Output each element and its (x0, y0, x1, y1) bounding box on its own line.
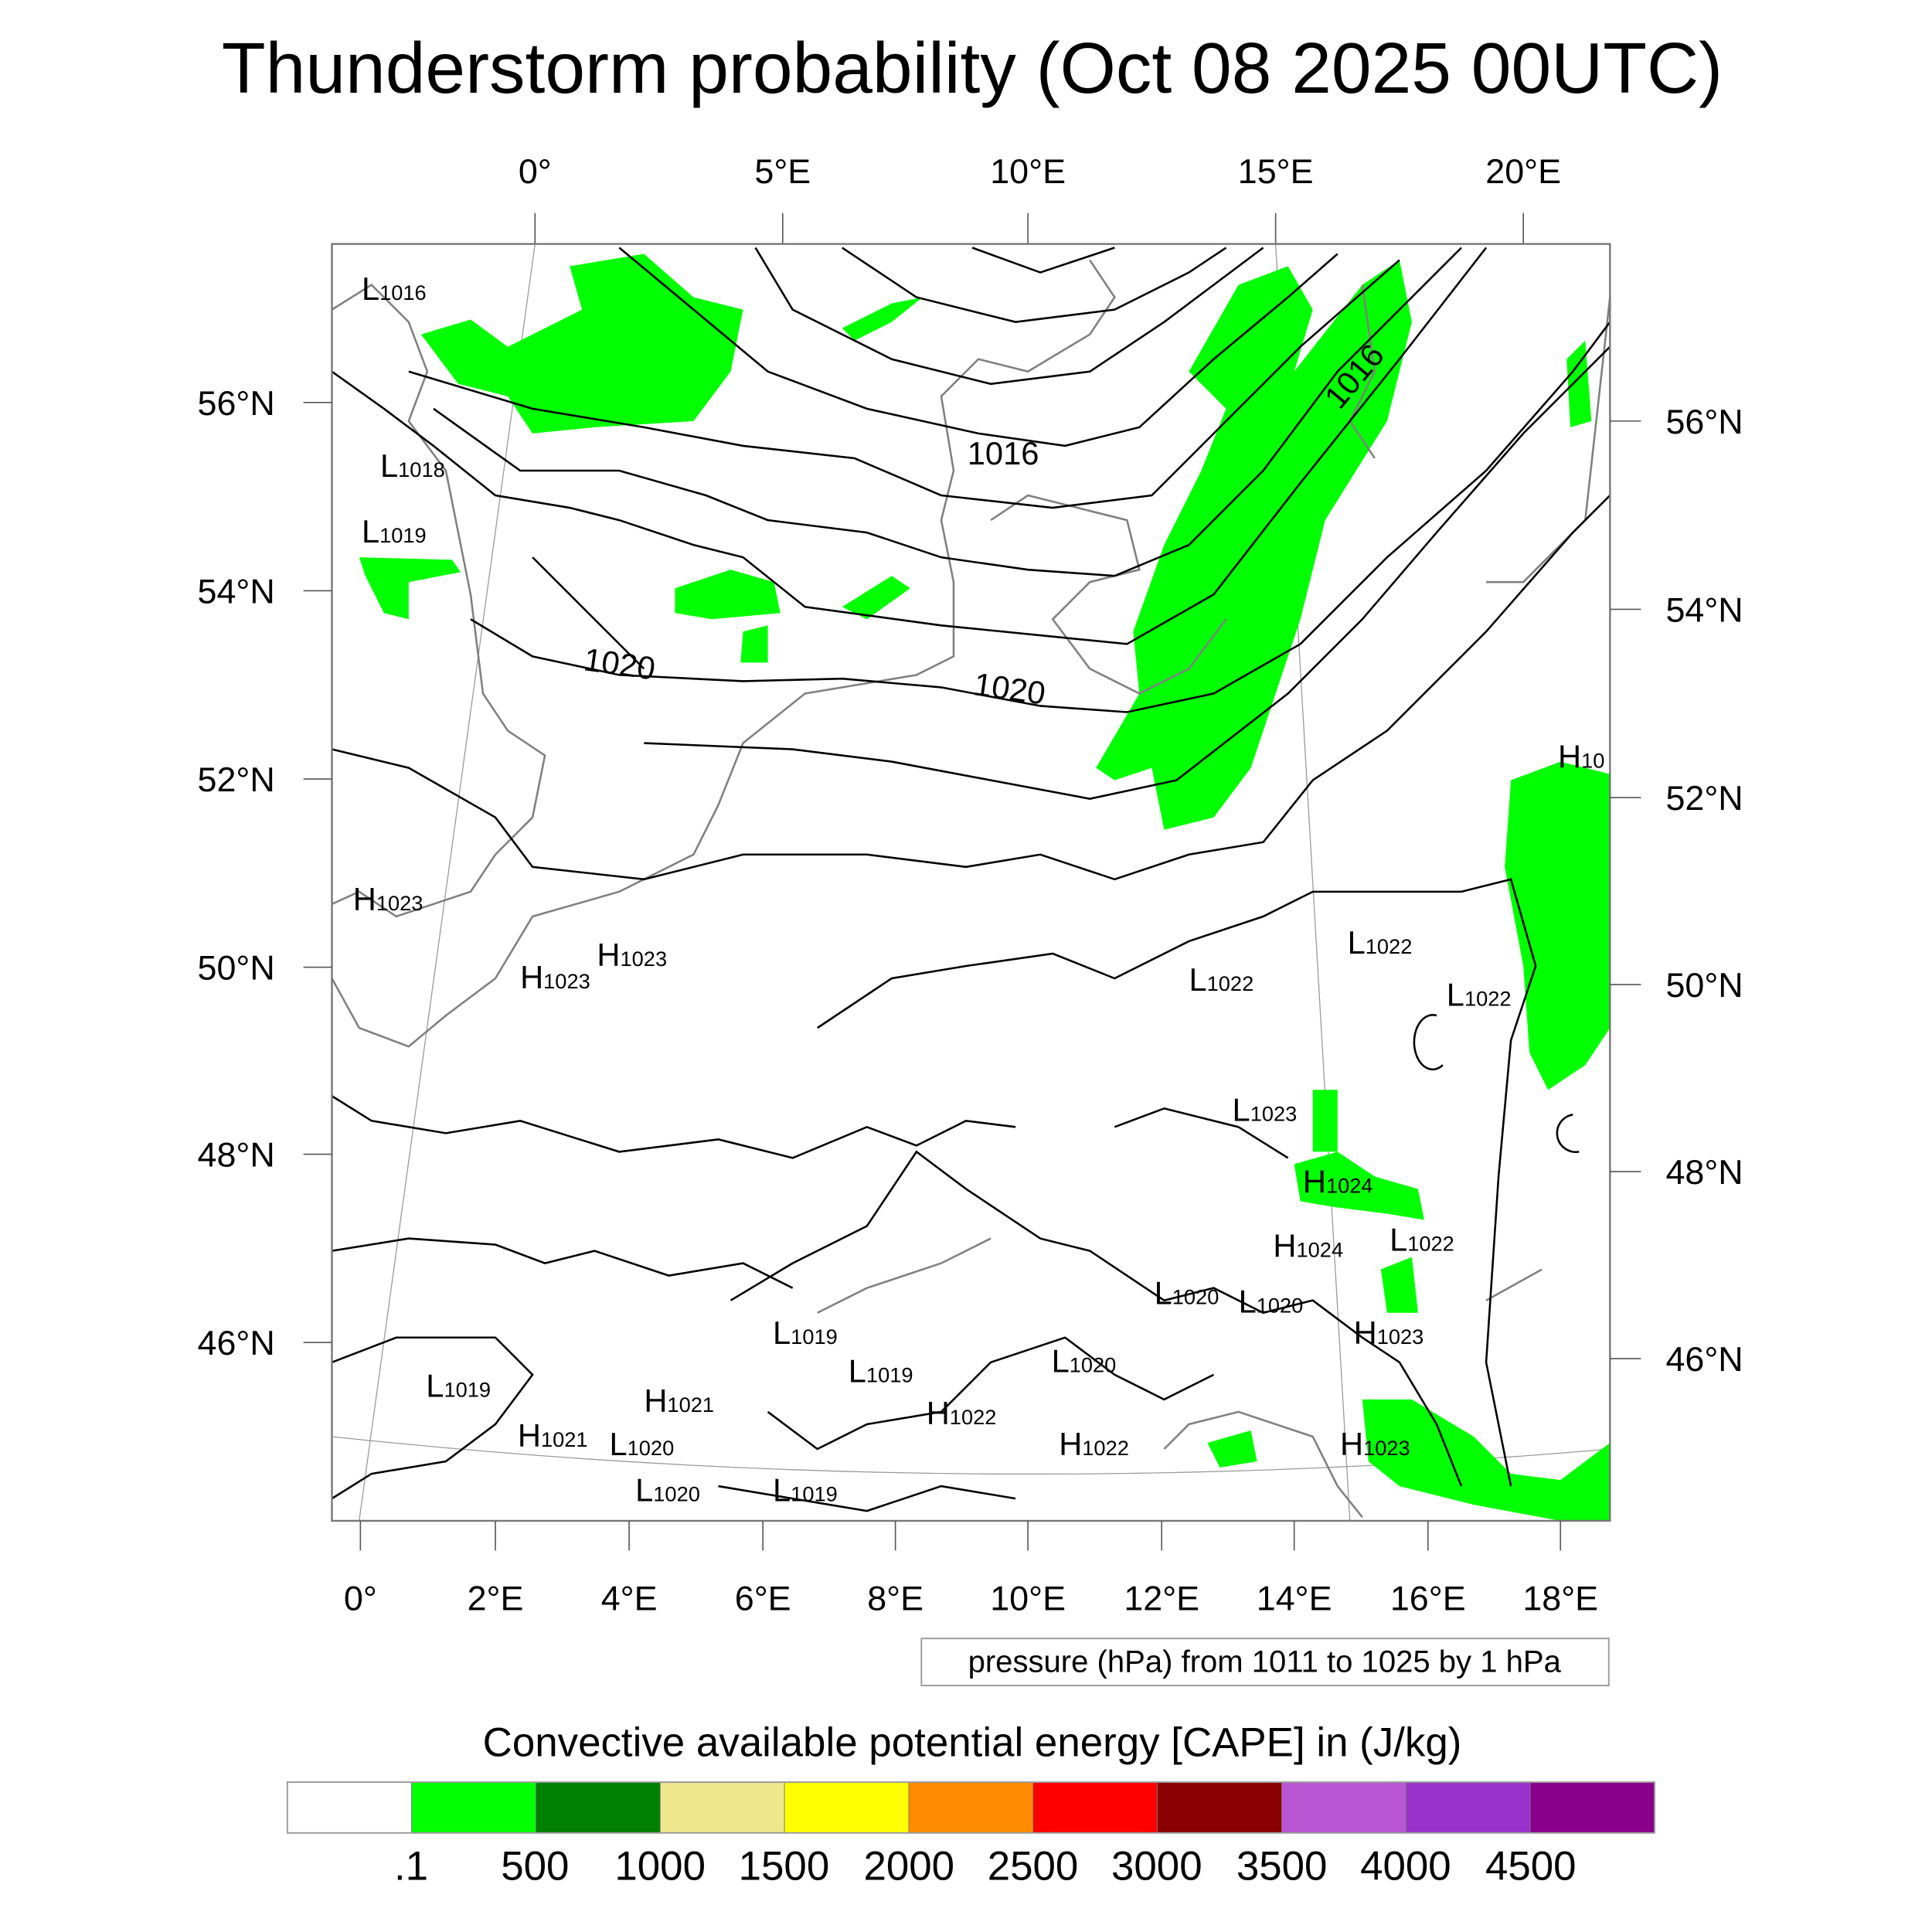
left-lat-tick: 52°N (198, 760, 275, 799)
colorbar-label: 4500 (1485, 1844, 1577, 1889)
map-panel: 1016 1016 1020 1020 L1016 L1018 L1019 H1… (331, 243, 1611, 1522)
colorbar-swatch (908, 1781, 1034, 1834)
bottom-lon-tick: 6°E (735, 1578, 791, 1617)
right-lat-tick: 50°N (1665, 965, 1743, 1005)
pressure-center-label: H1022 (1059, 1426, 1129, 1462)
colorbar-swatch (1032, 1781, 1158, 1834)
right-lat-tick: 52°N (1665, 778, 1743, 818)
chart-title: Thunderstorm probability (Oct 08 2025 00… (222, 28, 1723, 108)
top-longitude-axis: 0° 5°E 10°E 15°E 20°E (519, 151, 1561, 244)
bottom-lon-tick: 14°E (1257, 1578, 1332, 1617)
colorbar-label: 3500 (1236, 1844, 1328, 1889)
right-lat-tick: 54°N (1665, 590, 1743, 629)
bottom-lon-tick: 16°E (1390, 1578, 1466, 1617)
colorbar-swatch (1529, 1781, 1655, 1834)
bottom-lon-tick: 8°E (867, 1578, 923, 1617)
pressure-center-label: L1019 (362, 513, 427, 549)
right-lat-tick: 56°N (1665, 402, 1743, 441)
isobar-label: 1016 (968, 435, 1039, 471)
cape-shading (359, 253, 1611, 1521)
colorbar-swatch (1157, 1781, 1282, 1834)
pressure-center-label: L1020 (635, 1471, 700, 1508)
top-lon-tick: 20°E (1485, 151, 1561, 191)
contour-info-box: pressure (hPa) from 1011 to 1025 by 1 hP… (920, 1638, 1610, 1687)
pressure-center-label: H1023 (353, 881, 423, 917)
left-lat-tick: 50°N (198, 948, 275, 988)
colorbar-swatch (411, 1781, 536, 1834)
bottom-lon-tick: 4°E (601, 1578, 658, 1617)
pressure-center-label: L1019 (773, 1315, 838, 1351)
colorbar-swatch (784, 1781, 910, 1834)
top-lon-tick: 0° (519, 151, 552, 191)
contour-info-text: pressure (hPa) from 1011 to 1025 by 1 hP… (968, 1645, 1562, 1679)
top-lon-tick: 10°E (990, 151, 1066, 191)
pressure-center-label: L1020 (1052, 1343, 1117, 1379)
pressure-center-label: L1022 (1348, 924, 1413, 961)
colorbar-swatch (1281, 1781, 1406, 1834)
pressure-center-label: L1022 (1447, 976, 1512, 1012)
pressure-center-label: H1022 (927, 1395, 997, 1431)
colorbar-swatch (659, 1781, 785, 1834)
colorbar-title: Convective available potential energy [C… (483, 1719, 1462, 1765)
right-latitude-axis: 56°N 54°N 52°N 50°N 48°N 46°N (1610, 402, 1743, 1379)
pressure-center-label: L1016 (362, 270, 427, 307)
pressure-center-label: H1023 (520, 959, 590, 995)
right-lat-tick: 48°N (1665, 1152, 1743, 1192)
pressure-center-label: H1023 (1340, 1426, 1410, 1462)
pressure-center-label: H10 (1558, 739, 1604, 775)
colorbar-label: 1500 (739, 1844, 830, 1889)
pressure-center-label: L1019 (849, 1352, 913, 1389)
bottom-lon-tick: 0° (344, 1578, 377, 1617)
pressure-center-label: H1023 (597, 937, 667, 973)
pressure-center-label: L1022 (1389, 1222, 1454, 1258)
colorbar-label: 500 (501, 1844, 569, 1889)
colorbar-label: .1 (394, 1844, 428, 1889)
pressure-center-label: L1019 (426, 1368, 491, 1404)
pressure-center-label: L1020 (609, 1426, 674, 1462)
pressure-center-label: L1018 (380, 447, 445, 484)
bottom-lon-tick: 12°E (1124, 1578, 1199, 1617)
colorbar-swatch (536, 1781, 661, 1834)
isobar-label: 1020 (582, 641, 658, 686)
top-lon-tick: 15°E (1238, 151, 1314, 191)
bottom-lon-tick: 18°E (1522, 1578, 1598, 1617)
left-lat-tick: 54°N (198, 571, 275, 611)
left-latitude-axis: 56°N 54°N 52°N 50°N 48°N 46°N (198, 383, 332, 1362)
colorbar-swatches (287, 1781, 1655, 1834)
left-lat-tick: 48°N (198, 1135, 275, 1175)
pressure-center-label: L1020 (1155, 1275, 1219, 1311)
colorbar-swatch (1405, 1781, 1531, 1834)
bottom-lon-tick: 2°E (468, 1578, 524, 1617)
colorbar-label: 2000 (863, 1844, 954, 1889)
left-lat-tick: 56°N (198, 383, 275, 423)
bottom-lon-tick: 10°E (990, 1578, 1066, 1617)
pressure-center-label: H1021 (518, 1417, 588, 1454)
isobar-label: 1020 (971, 665, 1047, 711)
colorbar-swatch (287, 1781, 413, 1834)
top-lon-tick: 5°E (754, 151, 811, 191)
pressure-center-label: L1019 (773, 1471, 838, 1508)
pressure-center-label: L1020 (1239, 1284, 1304, 1320)
pressure-center-label: H1023 (1354, 1315, 1424, 1351)
colorbar-label: 3000 (1111, 1844, 1202, 1889)
isobar-contours (332, 247, 1611, 1512)
pressure-center-label: H1024 (1303, 1163, 1373, 1199)
colorbar-label: 4000 (1360, 1844, 1451, 1889)
colorbar-label: 2500 (988, 1844, 1079, 1889)
pressure-center-labels: L1016 L1018 L1019 H1023 H1023 H1023 L102… (353, 270, 1605, 1508)
cape-colorbar: Convective available potential energy [C… (286, 1719, 1655, 1889)
bottom-longitude-axis: 0° 2°E 4°E 6°E 8°E 10°E 12°E 14°E 16°E 1… (344, 1520, 1598, 1617)
pressure-center-label: H1021 (644, 1383, 714, 1419)
pressure-center-label: H1024 (1273, 1228, 1343, 1264)
right-lat-tick: 46°N (1665, 1339, 1743, 1379)
pressure-center-label: L1022 (1189, 961, 1253, 998)
left-lat-tick: 46°N (198, 1323, 275, 1362)
colorbar-label: 1000 (614, 1844, 706, 1889)
pressure-center-label: L1023 (1233, 1091, 1298, 1128)
